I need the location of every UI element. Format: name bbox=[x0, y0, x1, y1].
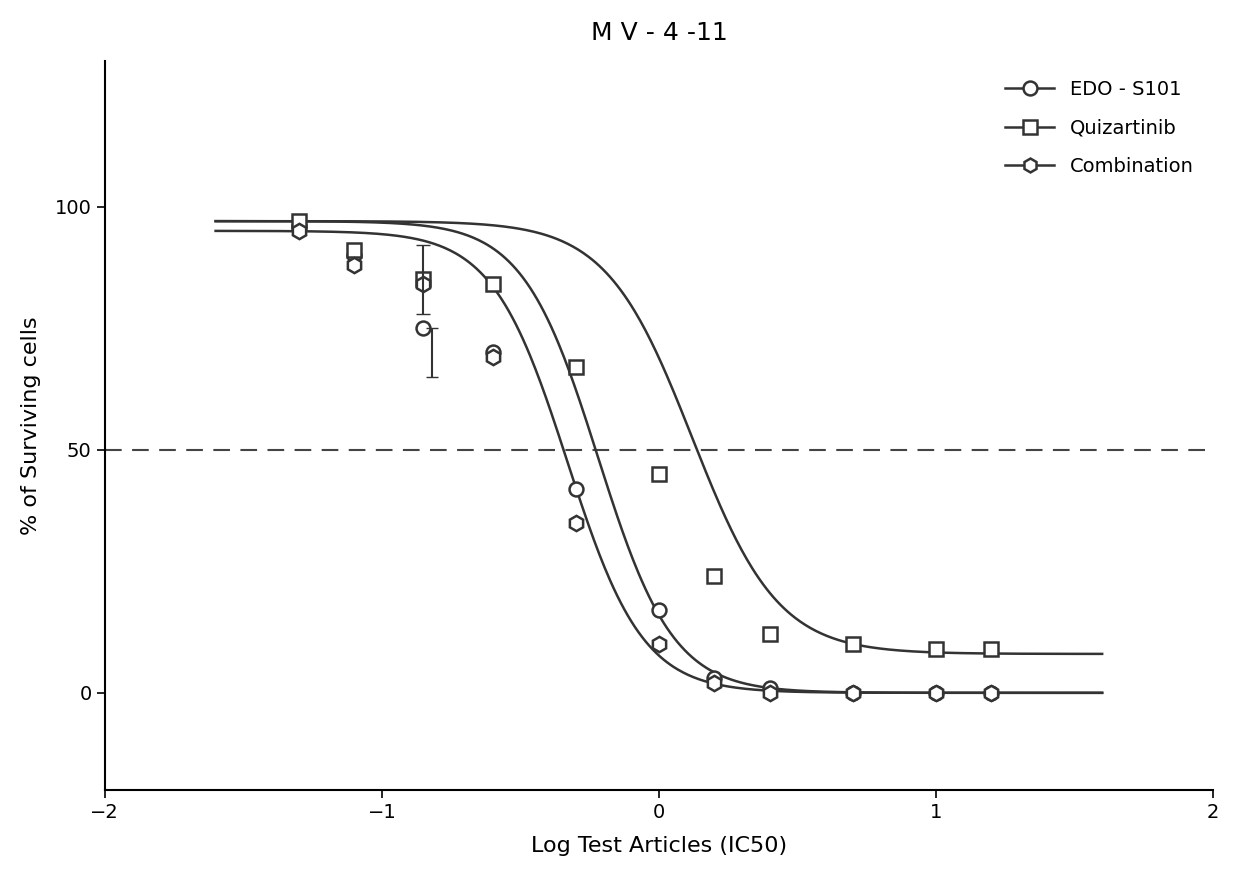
EDO - S101 bbox=[291, 221, 306, 232]
Combination bbox=[707, 678, 722, 688]
Combination bbox=[983, 688, 998, 698]
Quizartinib bbox=[485, 279, 500, 289]
Quizartinib bbox=[983, 644, 998, 654]
Combination bbox=[291, 225, 306, 236]
Title: M V - 4 -11: M V - 4 -11 bbox=[590, 21, 728, 45]
Combination bbox=[763, 688, 777, 698]
Combination bbox=[651, 639, 666, 650]
Quizartinib bbox=[846, 639, 861, 650]
Line: Quizartinib: Quizartinib bbox=[291, 214, 998, 656]
EDO - S101 bbox=[568, 483, 583, 494]
EDO - S101 bbox=[846, 688, 861, 698]
EDO - S101 bbox=[929, 688, 944, 698]
Combination bbox=[929, 688, 944, 698]
Legend: EDO - S101, Quizartinib, Combination: EDO - S101, Quizartinib, Combination bbox=[996, 70, 1203, 186]
Quizartinib bbox=[347, 245, 362, 255]
Quizartinib bbox=[929, 644, 944, 654]
Quizartinib bbox=[651, 468, 666, 479]
EDO - S101 bbox=[983, 688, 998, 698]
Combination bbox=[846, 688, 861, 698]
Quizartinib bbox=[415, 275, 430, 285]
X-axis label: Log Test Articles (IC50): Log Test Articles (IC50) bbox=[531, 836, 787, 856]
Line: Combination: Combination bbox=[291, 224, 999, 701]
Quizartinib bbox=[763, 629, 777, 639]
Combination bbox=[485, 352, 500, 362]
Quizartinib bbox=[291, 216, 306, 226]
EDO - S101 bbox=[347, 250, 362, 260]
EDO - S101 bbox=[415, 323, 430, 333]
Quizartinib bbox=[568, 361, 583, 372]
Line: EDO - S101: EDO - S101 bbox=[291, 219, 998, 700]
EDO - S101 bbox=[707, 673, 722, 683]
Combination bbox=[347, 260, 362, 270]
EDO - S101 bbox=[485, 347, 500, 358]
EDO - S101 bbox=[763, 682, 777, 693]
Combination bbox=[415, 279, 430, 289]
EDO - S101 bbox=[651, 605, 666, 616]
Y-axis label: % of Surviving cells: % of Surviving cells bbox=[21, 316, 41, 535]
Quizartinib bbox=[707, 571, 722, 581]
Combination bbox=[568, 517, 583, 528]
